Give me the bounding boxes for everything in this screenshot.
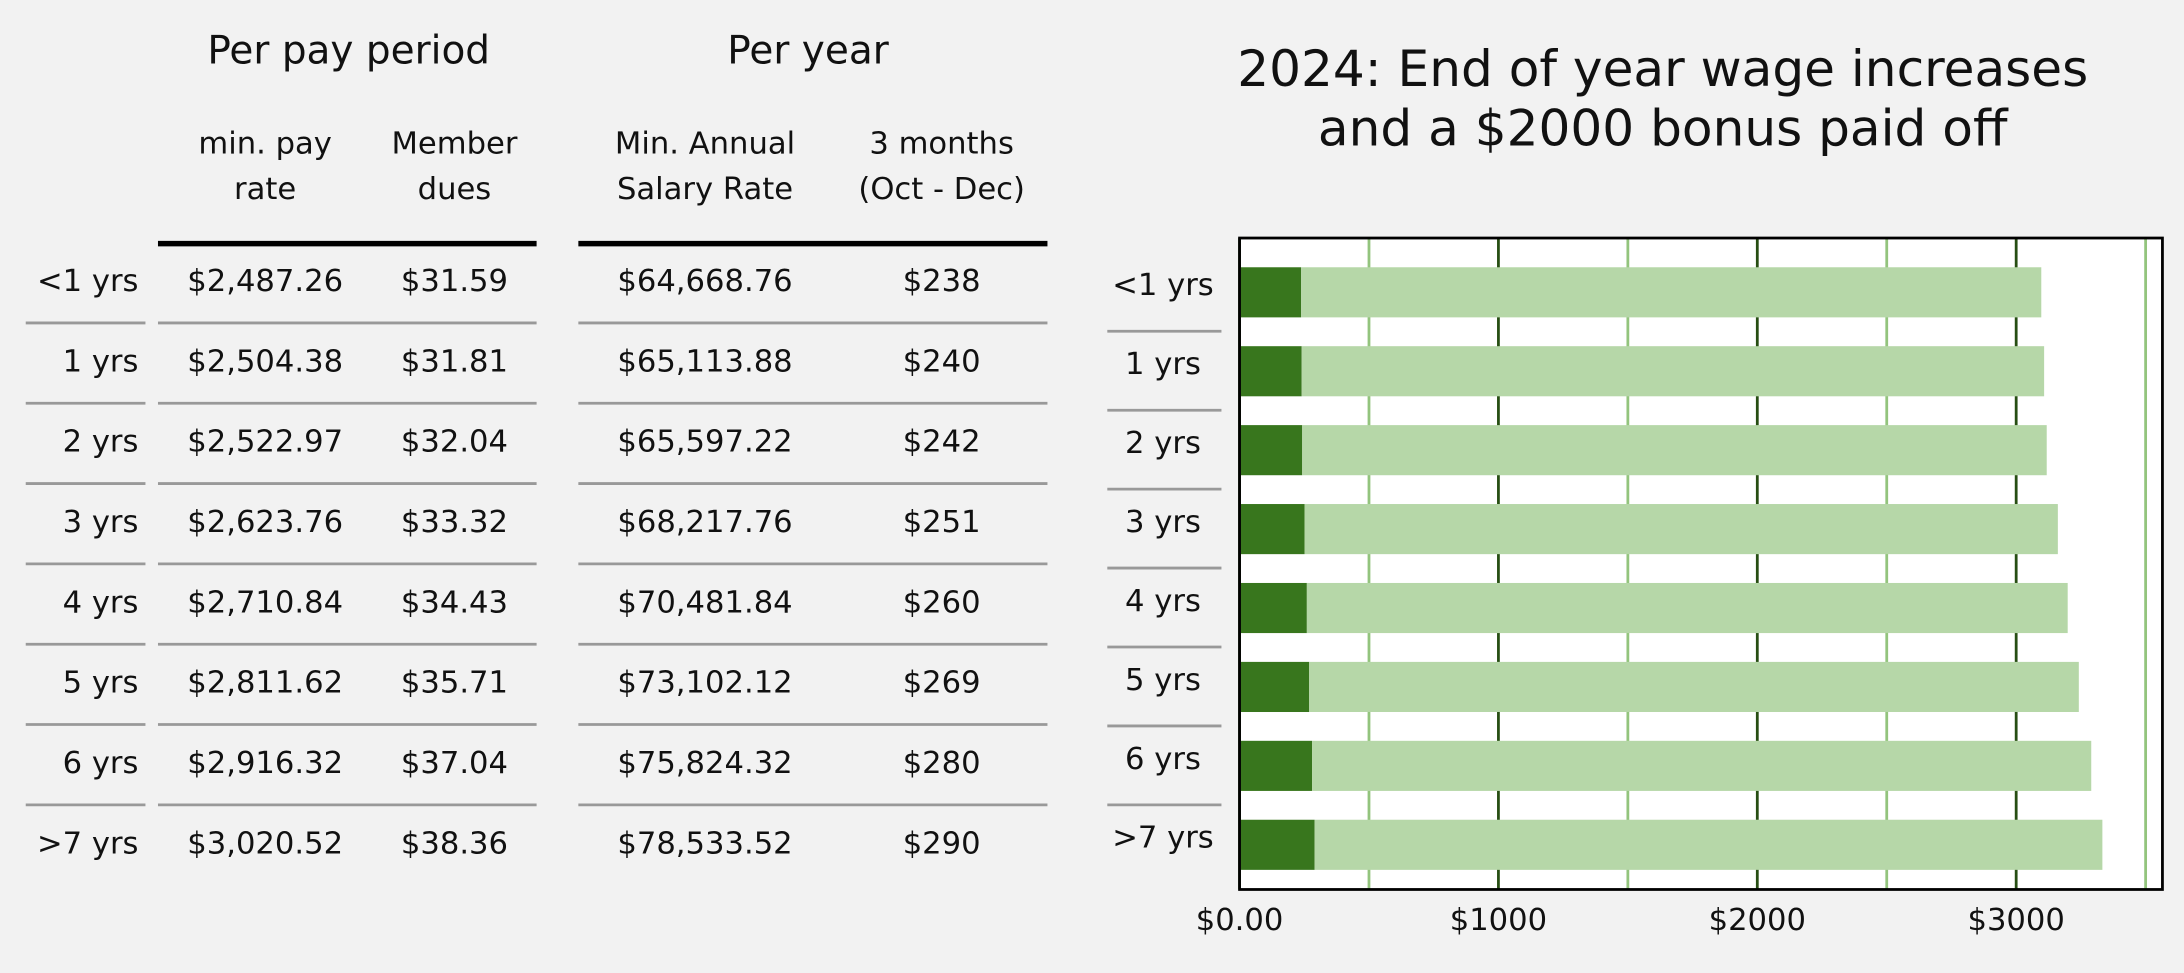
row-label: 5 yrs bbox=[63, 666, 139, 701]
cell: $65,113.88 bbox=[617, 344, 792, 379]
bar-segment bbox=[1309, 661, 2079, 713]
row-label: <1 yrs bbox=[37, 264, 139, 299]
x-tick-label: $0.00 bbox=[1196, 903, 1284, 938]
group-header: Per year bbox=[727, 28, 889, 73]
cell: $3,020.52 bbox=[187, 826, 343, 861]
column-header: 3 months bbox=[869, 126, 1014, 161]
bar-segment bbox=[1239, 582, 1307, 634]
column-header: rate bbox=[234, 172, 296, 207]
cell: $75,824.32 bbox=[617, 746, 792, 781]
bar-segment bbox=[1239, 267, 1302, 318]
column-header: Salary Rate bbox=[617, 172, 793, 207]
cell: $280 bbox=[903, 746, 981, 781]
cell: $70,481.84 bbox=[617, 585, 792, 620]
cell: $32.04 bbox=[401, 425, 508, 460]
cell: $65,597.22 bbox=[617, 425, 792, 460]
group-header: Per pay period bbox=[207, 28, 490, 73]
cell: $35.71 bbox=[401, 666, 508, 701]
bar-segment bbox=[1302, 425, 2047, 476]
cell: $2,623.76 bbox=[187, 505, 343, 540]
cell: $37.04 bbox=[401, 746, 508, 781]
bar-segment bbox=[1239, 425, 1303, 476]
bar-segment bbox=[1239, 819, 1315, 870]
plot-frame bbox=[1238, 236, 2164, 891]
x-tick-label: $2000 bbox=[1709, 903, 1806, 938]
cell: $238 bbox=[903, 264, 981, 299]
column-header: min. pay bbox=[198, 126, 331, 161]
cell: $64,668.76 bbox=[617, 264, 792, 299]
bar-segment bbox=[1314, 819, 2103, 870]
row-label: 4 yrs bbox=[63, 585, 139, 620]
y-tick-label: <1 yrs bbox=[1112, 268, 1214, 303]
chart-title: 2024: End of year wage increases bbox=[1237, 39, 2088, 98]
bar-segment bbox=[1239, 661, 1310, 713]
cell: $31.59 bbox=[401, 264, 508, 299]
cell: $31.81 bbox=[401, 344, 508, 379]
row-label: 6 yrs bbox=[63, 746, 139, 781]
bar-segment bbox=[1306, 582, 2068, 634]
y-tick-label: 6 yrs bbox=[1125, 742, 1201, 777]
y-tick-label: 5 yrs bbox=[1125, 663, 1201, 698]
bar-segment bbox=[1301, 267, 2042, 318]
y-tick-label: 2 yrs bbox=[1125, 426, 1201, 461]
bar-segment bbox=[1301, 346, 2045, 397]
bar-segment bbox=[1239, 504, 1305, 555]
cell: $2,710.84 bbox=[187, 585, 343, 620]
cell: $73,102.12 bbox=[617, 666, 792, 701]
bar-segment bbox=[1239, 346, 1302, 397]
cell: $240 bbox=[903, 344, 981, 379]
row-label: 2 yrs bbox=[63, 425, 139, 460]
x-tick-label: $3000 bbox=[1967, 903, 2064, 938]
cell: $2,522.97 bbox=[187, 425, 343, 460]
cell: $2,487.26 bbox=[187, 264, 343, 299]
plot-area bbox=[1239, 238, 2163, 890]
cell: $78,533.52 bbox=[617, 826, 792, 861]
column-header: Member bbox=[392, 126, 518, 161]
column-header: (Oct - Dec) bbox=[858, 172, 1025, 207]
row-label: >7 yrs bbox=[37, 826, 139, 861]
column-header: Min. Annual bbox=[615, 126, 795, 161]
bar-segment bbox=[1304, 504, 2058, 555]
cell: $260 bbox=[903, 585, 981, 620]
column-header: dues bbox=[418, 172, 492, 207]
cell: $2,504.38 bbox=[187, 344, 343, 379]
cell: $33.32 bbox=[401, 505, 508, 540]
y-tick-label: >7 yrs bbox=[1112, 821, 1214, 856]
row-label: 3 yrs bbox=[63, 505, 139, 540]
row-label: 1 yrs bbox=[63, 344, 139, 379]
cell: $251 bbox=[903, 505, 981, 540]
bar-segment bbox=[1312, 740, 2092, 791]
cell: $2,916.32 bbox=[187, 746, 343, 781]
chart-title: and a $2000 bonus paid off bbox=[1318, 99, 2009, 158]
cell: $34.43 bbox=[401, 585, 508, 620]
y-tick-label: 1 yrs bbox=[1125, 347, 1201, 382]
cell: $2,811.62 bbox=[187, 666, 343, 701]
cell: $269 bbox=[903, 666, 981, 701]
y-tick-label: 3 yrs bbox=[1125, 505, 1201, 540]
cell: $290 bbox=[903, 826, 981, 861]
x-tick-label: $1000 bbox=[1450, 903, 1547, 938]
cell: $38.36 bbox=[401, 826, 508, 861]
cell: $242 bbox=[903, 425, 981, 460]
y-tick-label: 4 yrs bbox=[1125, 584, 1201, 619]
bar-segment bbox=[1239, 740, 1313, 791]
cell: $68,217.76 bbox=[617, 505, 792, 540]
